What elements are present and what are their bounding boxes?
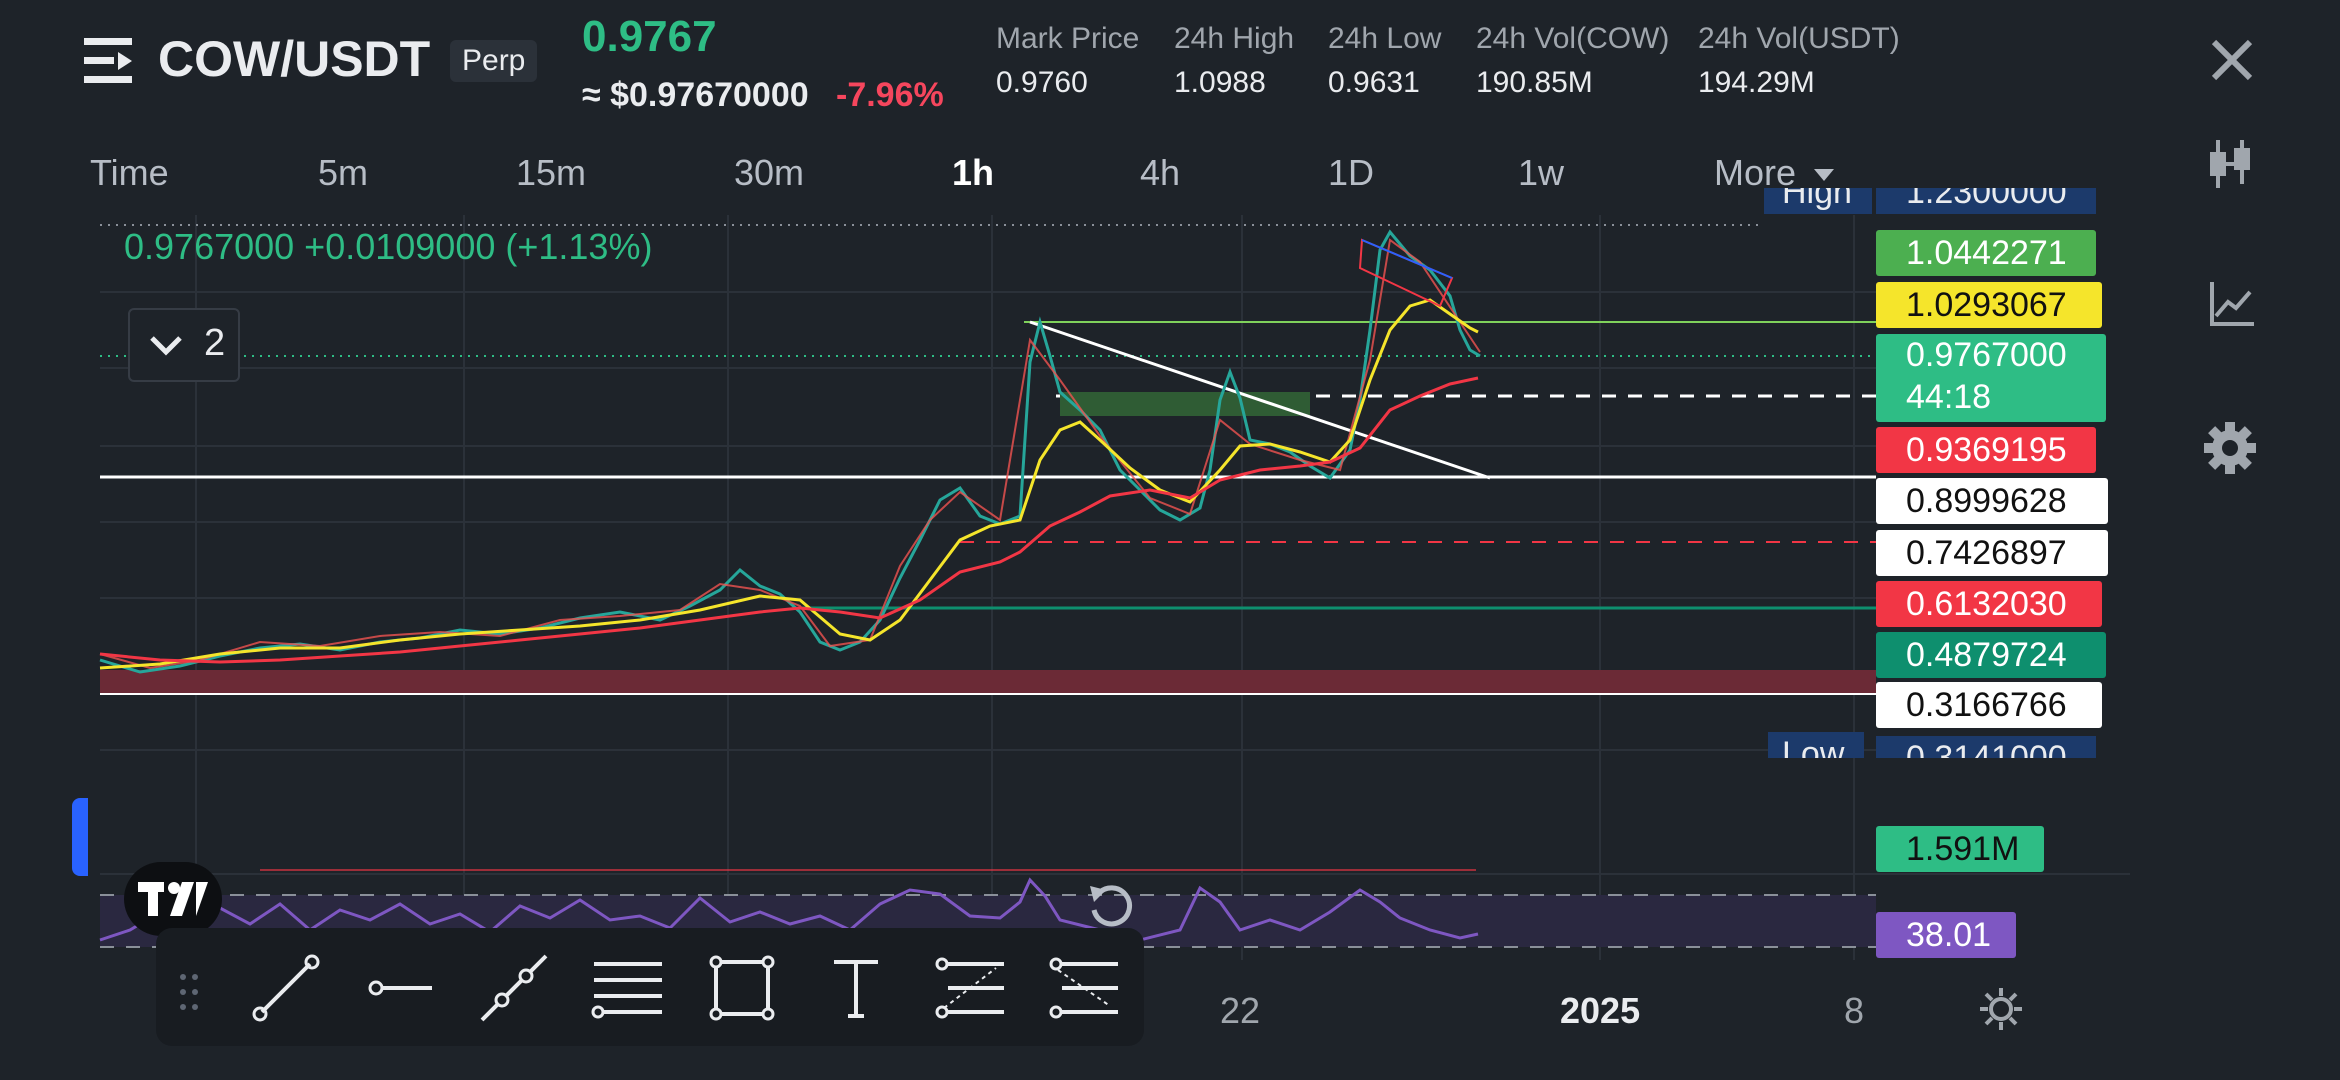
tab-5m[interactable]: 5m (318, 152, 369, 193)
volume-tag: 1.591M (1876, 826, 2044, 872)
price-chart[interactable] (0, 205, 2130, 970)
tab-time[interactable]: Time (90, 152, 169, 193)
tab-15m[interactable]: 15m (516, 152, 587, 193)
more-label: More (1714, 152, 1797, 193)
last-price-tag: 0.9767000 44:18 (1876, 334, 2106, 422)
chevron-down-icon (150, 336, 182, 356)
tab-1w[interactable]: 1w (1518, 152, 1565, 193)
drag-handle-icon[interactable] (178, 972, 200, 1012)
extended-line-icon[interactable] (474, 948, 554, 1028)
mark-price-value: 0.9760 (996, 66, 1088, 99)
low-24h-label: 24h Low (1328, 22, 1442, 55)
contract-type-badge: Perp (450, 40, 538, 82)
rsi-line (99, 877, 1479, 942)
last-price-tag-value: 0.9767000 (1906, 336, 2067, 374)
menu-icon[interactable] (84, 36, 136, 86)
time-axis-settings-icon[interactable] (1976, 984, 2026, 1034)
chart-grid (100, 215, 2130, 960)
price-tag-top: 1.2300000 (1876, 188, 2096, 216)
price-tag-1044: 1.0442271 (1876, 230, 2096, 276)
rsi-tag: 38.01 (1876, 912, 2016, 958)
change-percent: -7.96% (836, 76, 944, 114)
trend-line-icon[interactable] (246, 948, 326, 1028)
ema-yellow (99, 298, 1479, 670)
price-tag-low-label: 0.3141000 (1876, 736, 2096, 758)
drawing-toolbar (156, 928, 1144, 1046)
pair-title[interactable]: COW/USDT (158, 31, 431, 87)
settings-gear-icon[interactable] (2200, 418, 2260, 478)
vol-usdt-label: 24h Vol(USDT) (1698, 22, 1900, 55)
price-tag-low: 0.3141000 (1876, 736, 2096, 758)
low-marker-label: Low (1768, 732, 1864, 758)
ohlc-readout: 0.9767000 +0.0109000 (+1.13%) (124, 226, 653, 267)
tab-30m[interactable]: 30m (734, 152, 805, 193)
candle-countdown: 44:18 (1906, 378, 1992, 416)
close-icon[interactable] (2202, 30, 2262, 90)
mark-price-label: Mark Price (996, 22, 1140, 55)
price-tag-0743: 0.7426897 (1876, 530, 2108, 576)
price-tag-0488: 0.4879724 (1876, 632, 2106, 678)
high-24h-label: 24h High (1174, 22, 1295, 55)
vol-cow-value: 190.85M (1476, 66, 1593, 99)
text-icon[interactable] (816, 948, 896, 1028)
price-tag-0613: 0.6132030 (1876, 581, 2102, 627)
indicator-icon[interactable] (2202, 274, 2262, 334)
reset-chart-icon[interactable] (1084, 880, 1138, 934)
vol-usdt-value: 194.29M (1698, 66, 1815, 99)
time-label-8: 8 (1844, 990, 1865, 1031)
candlestick-icon[interactable] (2202, 134, 2262, 194)
low-marker: Low (1768, 732, 1864, 758)
ema-red (99, 376, 1479, 664)
price-tag-top-label: 1.2300000 (1876, 188, 2096, 214)
last-price: 0.9767 (582, 12, 717, 61)
time-label-2025: 2025 (1560, 990, 1641, 1031)
indicator-layers-toggle[interactable]: 2 (128, 308, 240, 382)
high-marker-label: High (1764, 188, 1872, 214)
vol-cow-label: 24h Vol(COW) (1476, 22, 1670, 55)
parallel-channel-icon[interactable] (588, 948, 668, 1028)
price-tag-0317: 0.3166766 (1876, 682, 2102, 728)
tab-1h[interactable]: 1h (952, 152, 995, 193)
layers-count: 2 (204, 322, 226, 364)
price-tag-0937: 0.9369195 (1876, 427, 2096, 473)
time-label-22: 22 (1220, 990, 1261, 1031)
price-tag-1029: 1.0293067 (1876, 282, 2102, 328)
tab-more[interactable]: More (1714, 152, 1836, 194)
tradingview-logo[interactable] (124, 862, 222, 936)
tab-1d[interactable]: 1D (1328, 152, 1375, 193)
chevron-down-icon (1814, 169, 1835, 182)
price-tag-0900: 0.8999628 (1876, 478, 2108, 524)
support-zone (100, 670, 1876, 694)
low-24h-value: 0.9631 (1328, 66, 1420, 99)
tab-4h[interactable]: 4h (1140, 152, 1181, 193)
fib-extension-icon[interactable] (1044, 948, 1124, 1028)
rectangle-icon[interactable] (702, 948, 782, 1028)
usd-price: ≈ $0.97670000 (582, 76, 809, 114)
price-candles-red (99, 238, 1481, 670)
high-marker: High (1764, 188, 1872, 216)
fib-retracement-icon[interactable] (930, 948, 1010, 1028)
descending-trendline (1029, 320, 1491, 480)
high-24h-value: 1.0988 (1174, 66, 1266, 99)
horizontal-ray-icon[interactable] (360, 948, 440, 1028)
side-panel-handle[interactable] (72, 798, 88, 876)
tv-logo-icon (138, 882, 208, 916)
